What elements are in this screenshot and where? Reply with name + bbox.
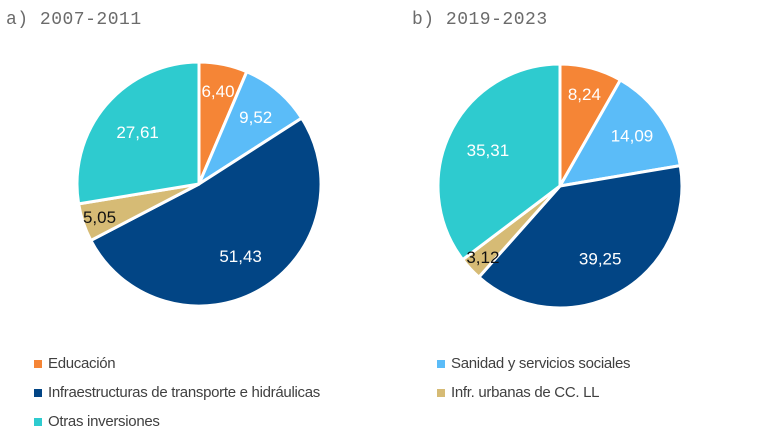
legend-swatch-sanidad xyxy=(437,359,445,368)
legend-item-infraestructuras: Infraestructuras de transporte e hidrául… xyxy=(34,384,320,401)
pie-a-label-infr-urbanas: 5,05 xyxy=(83,208,116,227)
legend-label: Educación xyxy=(48,355,116,372)
legend-label: Sanidad y servicios sociales xyxy=(451,355,631,372)
pie-a-slice-infraestructuras xyxy=(89,116,323,308)
pie-chart-a: 6,40 9,52 51,43 5,05 27,61 xyxy=(75,60,323,308)
pie-b-label-infr-urbanas: 3,12 xyxy=(466,248,499,267)
legend-swatch-educacion xyxy=(34,359,42,368)
legend-swatch-infraestructuras xyxy=(34,388,42,397)
pie-b-label-sanidad: 14,09 xyxy=(611,127,654,146)
legend-item-otras: Otras inversiones xyxy=(34,413,160,430)
pie-b-slice-infraestructuras xyxy=(477,164,684,310)
pie-a-label-educacion: 6,40 xyxy=(201,82,234,101)
pie-chart-b: 8,24 14,09 39,25 3,12 35,31 xyxy=(436,62,684,310)
pie-b-label-otras: 35,31 xyxy=(467,141,510,160)
legend-item-sanidad: Sanidad y servicios sociales xyxy=(437,355,631,372)
pie-a-label-infraestructuras: 51,43 xyxy=(219,247,262,266)
legend-item-infr-urbanas: Infr. urbanas de CC. LL xyxy=(437,384,600,401)
pie-a-label-sanidad: 9,52 xyxy=(239,108,272,127)
pie-b-label-infraestructuras: 39,25 xyxy=(579,250,622,269)
legend-label: Otras inversiones xyxy=(48,413,160,430)
pie-a-label-otras: 27,61 xyxy=(116,123,159,142)
pie-b-slice-otras xyxy=(436,62,562,262)
pie-a-slice-otras xyxy=(75,60,201,206)
legend-item-educacion: Educación xyxy=(34,355,116,372)
pie-b-label-educacion: 8,24 xyxy=(568,85,601,104)
legend-swatch-infr-urbanas xyxy=(437,388,445,397)
legend-swatch-otras xyxy=(34,417,42,426)
pie-b-slice-sanidad xyxy=(558,78,682,188)
legend-label: Infr. urbanas de CC. LL xyxy=(451,384,600,401)
chart-b-title: b) 2019-2023 xyxy=(412,10,548,30)
chart-a-title: a) 2007-2011 xyxy=(6,10,142,30)
legend-label: Infraestructuras de transporte e hidrául… xyxy=(48,384,320,401)
